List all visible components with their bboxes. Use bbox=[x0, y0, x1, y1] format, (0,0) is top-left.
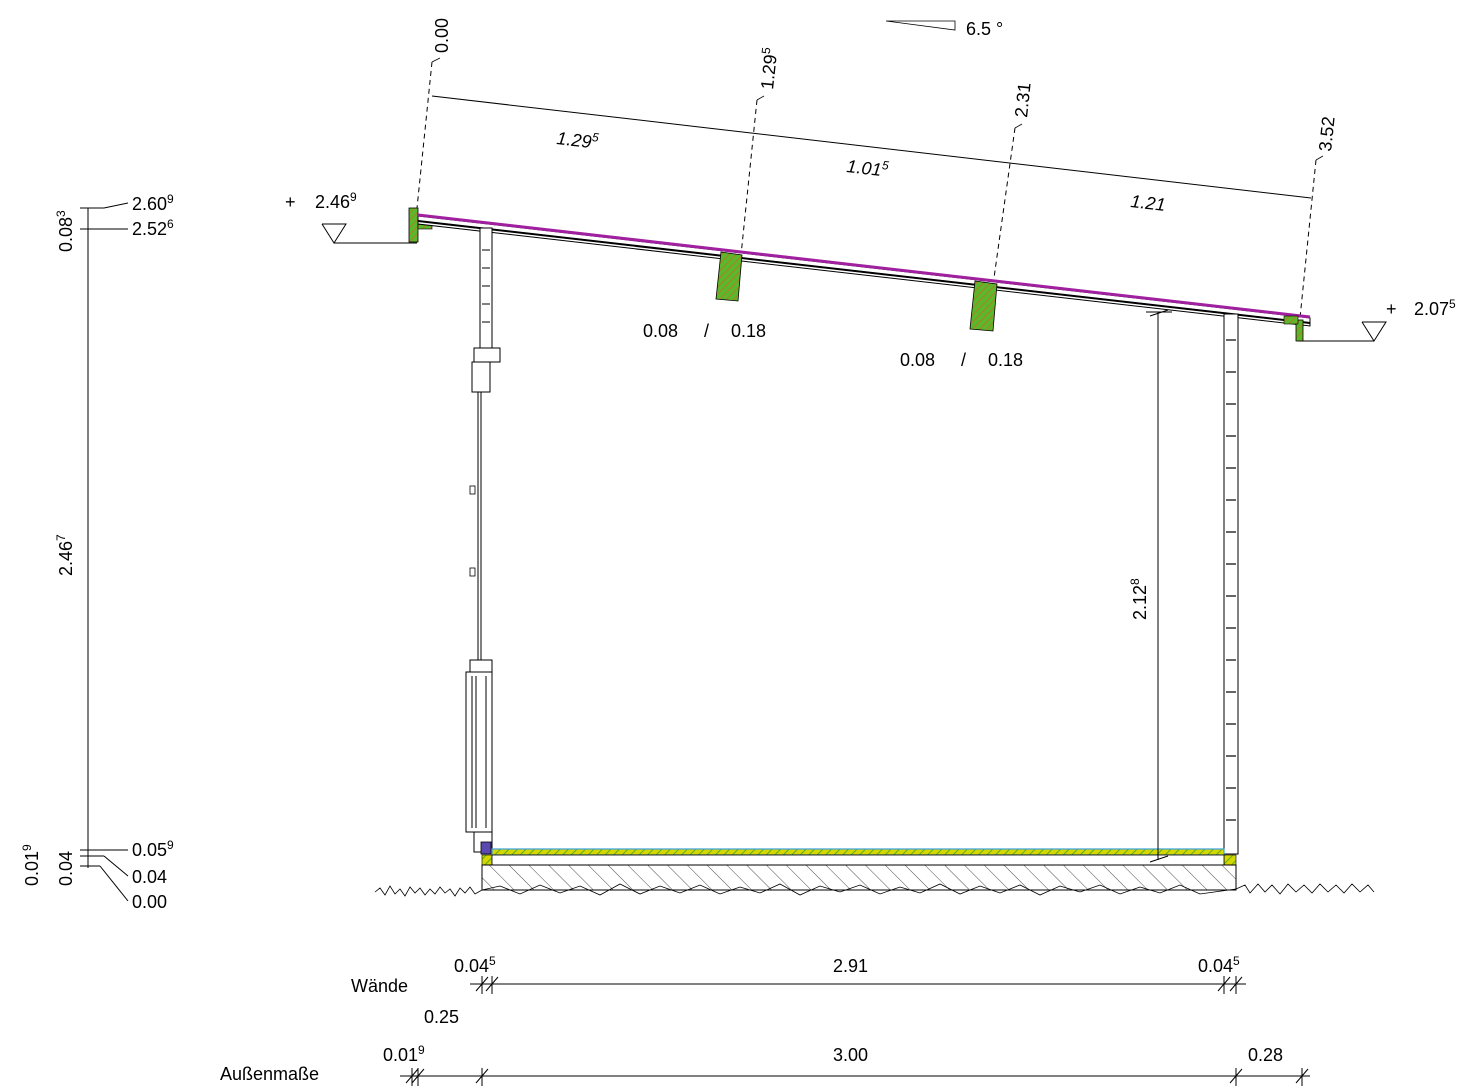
right-eave-prefix: + bbox=[1386, 299, 1397, 319]
segment-small1-value: 0.01 bbox=[22, 851, 42, 886]
outer-label: Außenmaße bbox=[220, 1064, 319, 1084]
rafter-1: 0.08 / 0.18 bbox=[643, 251, 766, 341]
station-2: 2.31 bbox=[1011, 81, 1035, 118]
right-eave-beam bbox=[1295, 319, 1304, 342]
rafter-2-height: 0.18 bbox=[988, 350, 1023, 370]
left-eave-beam bbox=[408, 207, 419, 243]
svg-text:1.295: 1.295 bbox=[556, 126, 600, 153]
segment-2-sup: 5 bbox=[881, 158, 890, 173]
left-eave-level-sup: 9 bbox=[350, 190, 357, 204]
floor-build-up bbox=[481, 848, 1237, 891]
rafter-2: 0.08 / 0.18 bbox=[900, 280, 1023, 370]
rafter-2-width: 0.08 bbox=[900, 350, 935, 370]
segment-small2-value: 0.04 bbox=[56, 851, 76, 886]
interior-height-sup: 8 bbox=[1128, 578, 1142, 585]
segment-3: 1.21 bbox=[1130, 191, 1167, 215]
interior-height-dimension: 2.128 bbox=[1128, 309, 1172, 863]
level-low1-value: 0.05 bbox=[132, 840, 167, 860]
walls-label: Wände bbox=[351, 976, 408, 996]
level-top-value: 2.60 bbox=[132, 194, 167, 214]
svg-text:0.083: 0.083 bbox=[54, 210, 76, 252]
walls-left-sup: 5 bbox=[489, 954, 496, 968]
outer-left-sup: 9 bbox=[418, 1043, 425, 1057]
level-low3-value: 0.00 bbox=[132, 892, 167, 912]
svg-text:2.609: 2.609 bbox=[132, 192, 174, 214]
left-eave-level: + 2.469 bbox=[285, 190, 417, 244]
segment-small1-sup: 9 bbox=[20, 844, 34, 851]
walls-right-sup: 5 bbox=[1233, 954, 1240, 968]
foundation-slab bbox=[481, 864, 1237, 891]
outer-right-value: 0.28 bbox=[1248, 1045, 1283, 1065]
left-eave-level-value: 2.46 bbox=[315, 192, 350, 212]
outer-dimension-row: Außenmaße 0.019 3.00 0.28 bbox=[220, 1043, 1310, 1086]
segment-1-sup: 5 bbox=[591, 130, 600, 145]
svg-text:2.526: 2.526 bbox=[132, 217, 174, 239]
segment-2: 1.01 bbox=[846, 156, 883, 180]
right-wall bbox=[1223, 313, 1239, 855]
roof-dimension-chain: 0.00 1.295 2.31 3.52 1.295 1.015 1.21 bbox=[416, 18, 1339, 319]
rafter-1-width: 0.08 bbox=[643, 321, 678, 341]
svg-text:0.019: 0.019 bbox=[383, 1043, 425, 1065]
right-eave-level: + 2.075 bbox=[1298, 297, 1456, 342]
slope-label: 6.5 ° bbox=[966, 19, 1003, 39]
walls-dimension-row: Wände 0.045 2.91 0.045 0.25 bbox=[351, 954, 1246, 1027]
level-low1-sup: 9 bbox=[167, 838, 174, 852]
svg-text:2.467: 2.467 bbox=[54, 534, 76, 576]
svg-text:2.075: 2.075 bbox=[1414, 297, 1456, 319]
ground-line bbox=[374, 883, 1375, 897]
svg-text:0.019: 0.019 bbox=[20, 844, 42, 886]
level-low2-value: 0.04 bbox=[132, 867, 167, 887]
walls-right-value: 0.04 bbox=[1198, 956, 1233, 976]
walls-mid-value: 2.91 bbox=[833, 956, 868, 976]
right-eave-level-sup: 5 bbox=[1449, 297, 1456, 311]
svg-text:0.045: 0.045 bbox=[454, 954, 496, 976]
right-eave-level-value: 2.07 bbox=[1414, 299, 1449, 319]
level-top-sup: 9 bbox=[167, 192, 174, 206]
walls-left-value: 0.04 bbox=[454, 956, 489, 976]
svg-text:1.295: 1.295 bbox=[755, 46, 781, 90]
slope-indicator: 6.5 ° bbox=[885, 19, 1003, 39]
walls-under-value: 0.25 bbox=[424, 1007, 459, 1027]
station-3: 3.52 bbox=[1315, 115, 1339, 152]
segment-1: 1.29 bbox=[556, 128, 593, 152]
outer-left-value: 0.01 bbox=[383, 1045, 418, 1065]
outer-mid-value: 3.00 bbox=[833, 1045, 868, 1065]
rafter-1-sep: / bbox=[704, 321, 709, 341]
svg-text:2.469: 2.469 bbox=[315, 190, 357, 212]
svg-text:1.015: 1.015 bbox=[846, 154, 890, 181]
segment-top-value: 0.08 bbox=[56, 217, 76, 252]
svg-text:2.128: 2.128 bbox=[1128, 578, 1150, 620]
level-second-sup: 6 bbox=[167, 217, 174, 231]
svg-text:0.059: 0.059 bbox=[132, 838, 174, 860]
interior-height-value: 2.12 bbox=[1130, 585, 1150, 620]
segment-main-sup: 7 bbox=[54, 534, 68, 541]
left-eave-prefix: + bbox=[285, 192, 296, 212]
rafter-1-height: 0.18 bbox=[731, 321, 766, 341]
left-wall-glazing bbox=[465, 227, 501, 855]
station-1: 1.29 bbox=[757, 53, 781, 90]
roof-slab bbox=[408, 207, 1311, 342]
vertical-level-chain: 2.609 2.526 0.059 0.04 0.00 0.083 2.467 … bbox=[20, 192, 174, 912]
segment-main-value: 2.46 bbox=[56, 541, 76, 576]
svg-text:0.045: 0.045 bbox=[1198, 954, 1240, 976]
segment-top-sup: 3 bbox=[54, 210, 68, 217]
level-second-value: 2.52 bbox=[132, 219, 167, 239]
station-0: 0.00 bbox=[432, 18, 452, 53]
rafter-2-sep: / bbox=[961, 350, 966, 370]
station-1-sup: 5 bbox=[759, 46, 774, 54]
